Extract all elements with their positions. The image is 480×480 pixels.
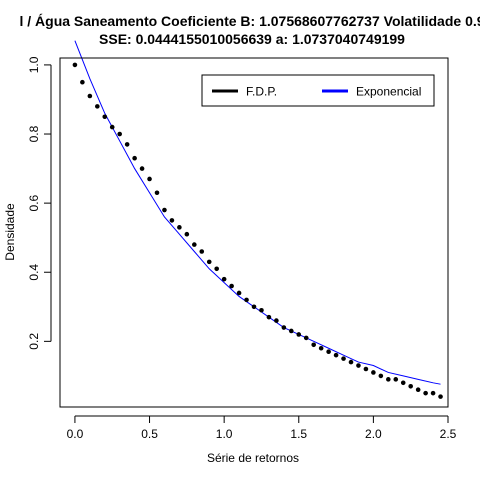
- fdp-point: [303, 335, 309, 341]
- fdp-point: [415, 387, 421, 393]
- y-tick-label: 0.4: [27, 264, 41, 281]
- fdp-point: [363, 366, 369, 372]
- axes: 0.0 0.5 1.0 1.5 2.0 2.5 0.2 0.4 0.6 0.8 1.0: [27, 56, 457, 441]
- fdp-point: [311, 342, 316, 348]
- fdp-point: [199, 249, 205, 254]
- x-tick-label: 1.5: [290, 427, 307, 441]
- x-axis-label: Série de retornos: [207, 451, 299, 465]
- fdp-point: [251, 304, 257, 310]
- fdp-point: [281, 325, 287, 330]
- y-tick-label: 1.0: [27, 56, 41, 73]
- fdp-point: [326, 349, 331, 355]
- fdp-point: [423, 390, 428, 396]
- fdp-point: [274, 318, 279, 323]
- y-tick-label: 0.6: [27, 194, 41, 211]
- fdp-point: [236, 290, 242, 296]
- fdp-point: [147, 176, 152, 182]
- x-tick-label: 1.0: [216, 427, 233, 441]
- fdp-point: [393, 377, 399, 382]
- fdp-point: [244, 297, 249, 303]
- fdp-point: [318, 345, 324, 351]
- fdp-point: [169, 218, 175, 223]
- chart-title-line-1: l / Água Saneamento Coeficiente B: 1.075…: [19, 13, 480, 29]
- fdp-point: [386, 377, 391, 382]
- fdp-point: [259, 307, 264, 313]
- fdp-point: [177, 225, 182, 230]
- fdp-point: [124, 142, 130, 147]
- fdp-point: [266, 314, 272, 320]
- fdp-point: [162, 207, 167, 213]
- y-tick-label: 0.2: [27, 333, 41, 350]
- fdp-point: [438, 394, 443, 399]
- x-tick-label: 2.5: [440, 427, 457, 441]
- fdp-point: [430, 390, 436, 396]
- fdp-point: [102, 114, 108, 120]
- fdp-points-group: [72, 62, 443, 399]
- fdp-point: [348, 359, 354, 365]
- fdp-point: [117, 131, 122, 137]
- fdp-point: [214, 266, 219, 272]
- y-tick-label: 0.8: [27, 125, 41, 142]
- y-axis-label: Densidade: [3, 203, 17, 261]
- fdp-point: [95, 104, 100, 109]
- x-tick-label: 2.0: [365, 427, 382, 441]
- fdp-point: [139, 166, 145, 171]
- fdp-point: [408, 383, 413, 389]
- fdp-point: [87, 93, 93, 99]
- fdp-point: [192, 242, 197, 247]
- chart-title-line-2: SSE: 0.0444155010056639 a: 1.07370407491…: [99, 31, 405, 47]
- fdp-point: [341, 356, 346, 361]
- fdp-point: [289, 328, 294, 334]
- plot-frame: [59, 57, 449, 408]
- fdp-point: [296, 332, 302, 337]
- fdp-point: [400, 380, 406, 386]
- fdp-point: [356, 363, 361, 368]
- fdp-point: [206, 259, 212, 265]
- fdp-point: [229, 283, 234, 289]
- fdp-point: [80, 79, 85, 85]
- fdp-point: [221, 276, 227, 282]
- legend: F.D.P. Exponencial: [201, 74, 435, 107]
- fdp-point: [184, 231, 190, 237]
- fdp-point: [378, 373, 384, 379]
- x-tick-label: 0.5: [141, 427, 158, 441]
- fdp-point: [154, 190, 160, 196]
- fdp-point: [109, 124, 115, 130]
- legend-box: [201, 74, 435, 107]
- fdp-point: [333, 352, 339, 358]
- legend-label-exponencial: Exponencial: [356, 85, 421, 99]
- x-tick-label: 0.0: [67, 427, 84, 441]
- fdp-point: [72, 62, 78, 68]
- fdp-point: [371, 370, 376, 375]
- legend-label-fdp: F.D.P.: [246, 85, 277, 99]
- fdp-point: [132, 155, 137, 161]
